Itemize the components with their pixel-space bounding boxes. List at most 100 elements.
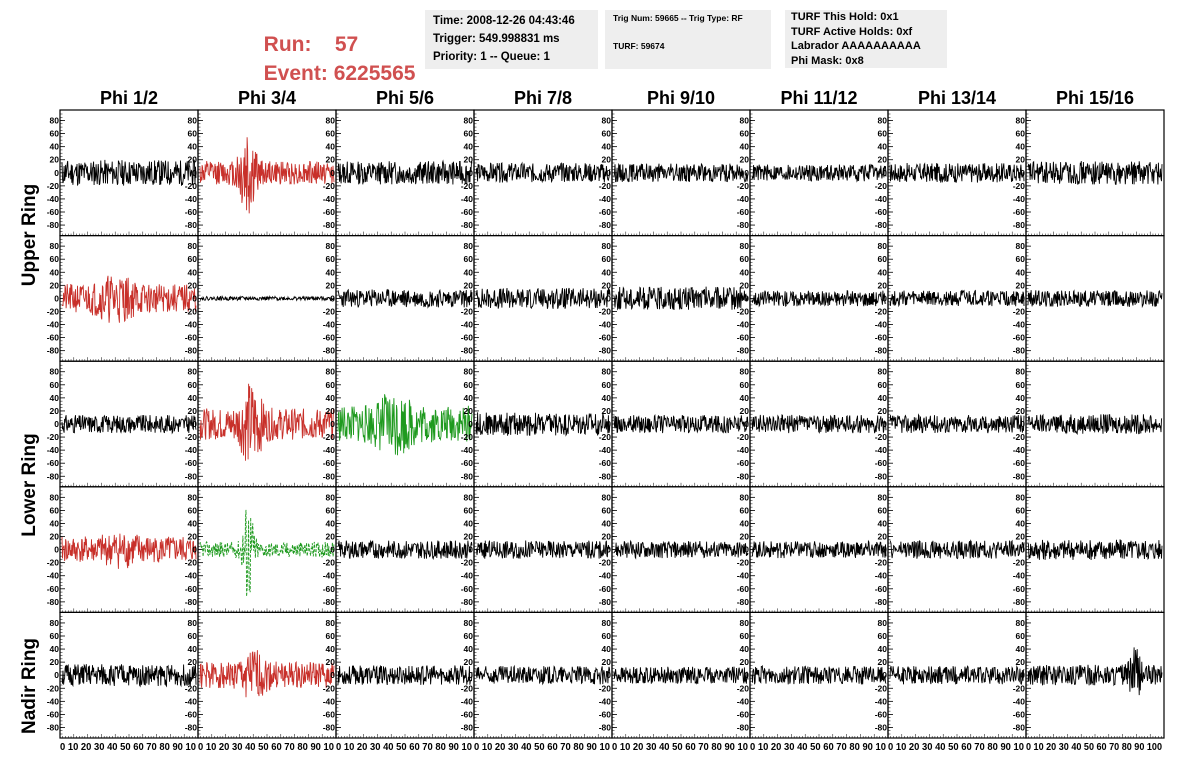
y-tick-label: 20 <box>188 155 198 165</box>
y-tick-label: -80 <box>185 471 198 481</box>
y-tick-label: 80 <box>464 367 474 377</box>
y-tick-label: 80 <box>602 367 612 377</box>
waveform-trace <box>751 163 887 183</box>
y-tick-label: 20 <box>326 657 336 667</box>
waveform-trace <box>199 650 335 698</box>
y-tick-label: 0 <box>330 419 335 429</box>
waveform-trace <box>199 137 335 214</box>
y-tick-label: -40 <box>599 445 612 455</box>
y-tick-label: 20 <box>188 280 198 290</box>
y-tick-label: -60 <box>737 709 750 719</box>
waveform-panel: 80 60 40 20 0 -20 -40 -60 -80 <box>599 109 751 237</box>
y-tick-label: -20 <box>737 306 750 316</box>
waveform-panel: 80 60 40 20 0 -20 -40 -60 -80 <box>47 611 199 739</box>
run-value: 57 <box>334 33 359 56</box>
y-tick-label: -20 <box>185 432 198 442</box>
y-tick-label: -40 <box>1013 194 1026 204</box>
y-tick-label: 40 <box>50 142 60 152</box>
y-tick-label: -20 <box>461 683 474 693</box>
y-tick-label: 80 <box>50 241 60 251</box>
y-tick-label: 60 <box>602 505 612 515</box>
y-tick-label: 20 <box>740 532 750 542</box>
y-tick-label: 80 <box>326 618 336 628</box>
y-tick-label: 20 <box>50 406 60 416</box>
y-tick-label: 60 <box>464 505 474 515</box>
y-tick-label: -80 <box>185 346 198 356</box>
y-tick-label: -40 <box>1013 445 1026 455</box>
y-tick-label: 40 <box>188 518 198 528</box>
y-tick-label: 40 <box>50 644 60 654</box>
y-tick-label: -40 <box>461 194 474 204</box>
y-tick-label: 80 <box>878 367 888 377</box>
y-tick-label: -20 <box>599 181 612 191</box>
waveform-panel: 80 60 40 20 0 -20 -40 -60 -80 <box>875 486 1027 613</box>
y-tick-label: 80 <box>602 618 612 628</box>
y-tick-label: -40 <box>47 194 60 204</box>
y-tick-label: 20 <box>1016 657 1026 667</box>
y-tick-label: 20 <box>50 280 60 290</box>
y-tick-label: -80 <box>875 220 888 230</box>
waveform-panel: 80 60 40 20 0 -20 -40 -60 -80 <box>737 486 889 613</box>
y-tick-label: 20 <box>464 657 474 667</box>
waveform-panel: 80 60 40 20 0 -20 -40 -60 -80 <box>185 486 337 613</box>
y-tick-label: -60 <box>323 333 336 343</box>
event-value: 6225565 <box>333 62 416 85</box>
y-tick-label: -60 <box>185 584 198 594</box>
y-tick-label: -40 <box>185 571 198 581</box>
y-tick-label: -80 <box>737 471 750 481</box>
y-tick-label: 0 <box>1020 670 1025 680</box>
y-tick-label: 60 <box>878 254 888 264</box>
y-tick-label: -60 <box>599 584 612 594</box>
waveform-panel: 80 60 40 20 0 -20 -40 -60 -80 <box>1013 235 1165 362</box>
waveform-panel: 80 60 40 20 0 -20 -40 -60 -80 <box>47 109 199 237</box>
y-tick-label: -20 <box>185 181 198 191</box>
y-tick-label: 40 <box>878 267 888 277</box>
turf-info-box: TURF This Hold: 0x1 TURF Active Holds: 0… <box>785 10 947 68</box>
waveform-trace <box>475 412 611 437</box>
y-tick-label: 0 <box>468 419 473 429</box>
y-tick-label: 80 <box>740 618 750 628</box>
y-tick-label: 20 <box>1016 532 1026 542</box>
y-tick-label: 80 <box>50 618 60 628</box>
y-tick-label: -40 <box>185 696 198 706</box>
y-tick-label: -20 <box>185 683 198 693</box>
y-tick-label: 40 <box>326 142 336 152</box>
waveform-panel: 80 60 40 20 0 -20 -40 -60 -80 <box>185 611 337 739</box>
y-tick-label: -80 <box>461 722 474 732</box>
y-tick-label: -60 <box>599 709 612 719</box>
waveform-panel: 80 60 40 20 0 -20 -40 -60 -80 <box>461 360 613 488</box>
x-tick-labels: 0 10 20 30 40 50 60 70 80 90 10 <box>612 741 748 753</box>
y-tick-label: -20 <box>1013 432 1026 442</box>
y-tick-label: -20 <box>461 181 474 191</box>
y-tick-label: -40 <box>323 571 336 581</box>
waveform-panel: 80 60 40 20 0 -20 -40 -60 -80 <box>599 235 751 362</box>
y-tick-label: -40 <box>737 571 750 581</box>
y-tick-label: 0 <box>606 168 611 178</box>
waveform-panel: 80 60 40 20 0 -20 -40 -60 -80 <box>737 360 889 488</box>
y-tick-label: -40 <box>461 320 474 330</box>
y-tick-label: 0 <box>54 545 59 555</box>
y-tick-label: -20 <box>875 558 888 568</box>
y-tick-label: -40 <box>185 194 198 204</box>
y-tick-label: 20 <box>1016 406 1026 416</box>
y-tick-label: 40 <box>188 393 198 403</box>
y-tick-label: 0 <box>330 293 335 303</box>
phi-header-2: Phi 3/4 <box>237 88 297 108</box>
y-tick-label: -60 <box>461 709 474 719</box>
waveform-trace <box>199 509 335 597</box>
y-tick-label: 40 <box>602 142 612 152</box>
y-tick-label: 60 <box>188 380 198 390</box>
y-tick-label: -60 <box>737 333 750 343</box>
y-tick-label: -80 <box>737 220 750 230</box>
y-tick-label: -60 <box>185 458 198 468</box>
y-tick-label: 20 <box>878 155 888 165</box>
y-tick-label: -40 <box>875 445 888 455</box>
y-tick-label: 20 <box>464 280 474 290</box>
y-tick-label: 20 <box>602 155 612 165</box>
y-tick-label: -80 <box>599 220 612 230</box>
y-tick-label: 60 <box>878 631 888 641</box>
y-tick-label: -80 <box>1013 597 1026 607</box>
y-tick-label: 60 <box>464 380 474 390</box>
y-tick-label: 80 <box>1016 116 1026 126</box>
